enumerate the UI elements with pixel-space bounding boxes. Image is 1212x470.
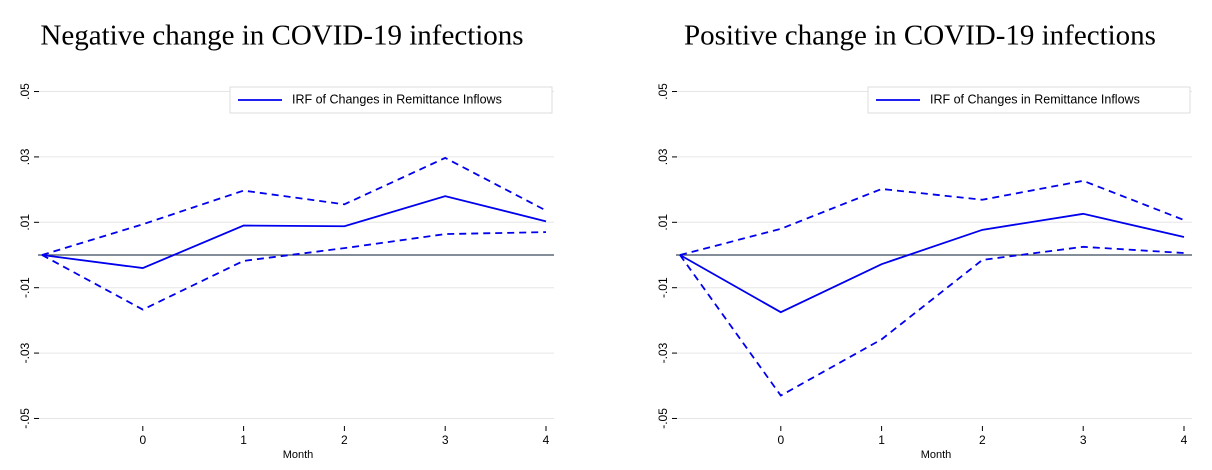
series-line: [41, 195, 547, 270]
chart-title: Negative change in COVID-19 infections: [40, 20, 523, 52]
legend-box: [867, 86, 1191, 114]
y-tick-label: -.05: [656, 408, 670, 429]
y-tick-label: .05: [656, 83, 670, 100]
series-line: [41, 156, 547, 256]
x-tick-label: 3: [442, 433, 449, 447]
legend-label: IRF of Changes in Remittance Inflows: [292, 92, 502, 106]
x-tick-label: 1: [878, 433, 885, 447]
y-tick-label: -.03: [18, 342, 32, 363]
x-tick-label: 2: [341, 433, 348, 447]
x-tick-label: 1: [240, 433, 247, 447]
x-tick-label: 4: [1181, 433, 1188, 447]
y-tick-label: -.01: [656, 277, 670, 298]
x-axis-label: Month: [921, 449, 952, 461]
series-line: [679, 179, 1185, 256]
y-tick-label: -.05: [18, 408, 32, 429]
x-tick-label: 4: [543, 433, 550, 447]
y-tick-label: .01: [18, 214, 32, 231]
y-tick-label: .03: [656, 148, 670, 165]
legend-label: IRF of Changes in Remittance Inflows: [930, 92, 1140, 106]
x-tick-label: 2: [979, 433, 986, 447]
x-tick-label: 0: [777, 433, 784, 447]
y-tick-label: .01: [656, 214, 670, 231]
y-tick-label: -.01: [18, 277, 32, 298]
x-tick-label: 0: [139, 433, 146, 447]
legend-box: [229, 86, 553, 114]
y-tick-label: .03: [18, 148, 32, 165]
series-line: [679, 212, 1185, 314]
y-tick-label: .05: [18, 83, 32, 100]
series-line: [41, 231, 547, 311]
y-tick-label: -.03: [656, 342, 670, 363]
chart-title: Positive change in COVID-19 infections: [684, 20, 1156, 52]
series-line: [679, 245, 1185, 397]
x-tick-label: 3: [1080, 433, 1087, 447]
x-axis-label: Month: [283, 449, 314, 461]
